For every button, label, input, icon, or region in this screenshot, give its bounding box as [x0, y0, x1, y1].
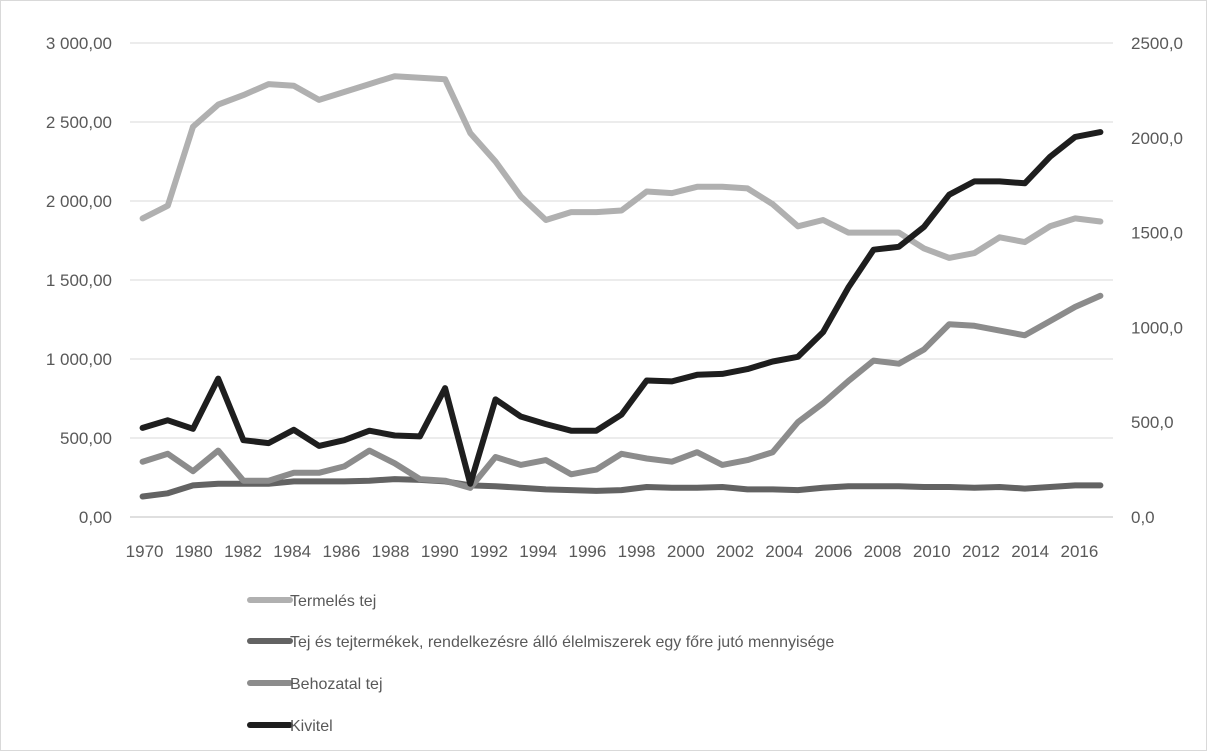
series-line-4	[139, 129, 1104, 487]
x-axis-tick-label: 1996	[568, 542, 606, 561]
x-axis-tick-label: 2008	[864, 542, 902, 561]
x-axis-tick-label: 1998	[618, 542, 656, 561]
x-axis-tick-label: 2016	[1060, 542, 1098, 561]
x-axis-tick-label: 1988	[372, 542, 410, 561]
x-axis-tick-label: 1990	[421, 542, 459, 561]
x-axis-tick-label: 2014	[1011, 542, 1049, 561]
right-axis-tick-label: 2500,0	[1131, 34, 1183, 53]
legend-label: Termelés tej	[290, 593, 376, 610]
left-axis-tick-label: 0,00	[79, 508, 112, 527]
legend-label: Tej és tejtermékek, rendelkezésre álló é…	[290, 634, 834, 651]
right-axis-tick-label: 2000,0	[1131, 129, 1183, 148]
right-axis-tick-labels: 0,0 500,0 1000,0 1500,0 2000,0 2500,0	[1131, 34, 1183, 527]
x-axis-tick-label: 1992	[470, 542, 508, 561]
x-axis-tick-labels: 1970 1980 1982 1984 1986 1988 1990 1992 1994 1996…	[126, 542, 1099, 561]
right-axis-tick-label: 1000,0	[1131, 318, 1183, 337]
left-axis-tick-label: 1 000,00	[46, 350, 112, 369]
x-axis-tick-label: 1982	[224, 542, 262, 561]
legend-label: Kivitel	[290, 718, 333, 735]
left-axis-tick-labels: 0,00 500,00 1 000,00 1 500,00 2 000,00 2 500,…	[46, 34, 112, 527]
x-axis-tick-label: 1984	[273, 542, 311, 561]
x-axis-tick-label: 1986	[322, 542, 360, 561]
x-axis-tick-label: 1980	[175, 542, 213, 561]
left-axis-tick-label: 500,00	[60, 429, 112, 448]
x-axis-tick-label: 2000	[667, 542, 705, 561]
left-axis-tick-label: 2 500,00	[46, 113, 112, 132]
left-axis-tick-label: 2 000,00	[46, 192, 112, 211]
right-axis-tick-label: 1500,0	[1131, 224, 1183, 243]
legend: Termelés tej Tej és tejtermékek, rendelke…	[247, 593, 834, 735]
x-axis-tick-label: 1970	[126, 542, 164, 561]
series-line-3	[139, 292, 1104, 491]
left-axis-tick-label: 3 000,00	[46, 34, 112, 53]
series-line-2	[139, 476, 1104, 500]
legend-label: Behozatal tej	[290, 676, 383, 693]
x-axis-tick-label: 2006	[814, 542, 852, 561]
left-axis-tick-label: 1 500,00	[46, 271, 112, 290]
series-line-1	[139, 73, 1104, 261]
x-axis-tick-label: 1994	[519, 542, 557, 561]
right-axis-tick-label: 500,0	[1131, 413, 1174, 432]
x-axis-tick-label: 2012	[962, 542, 1000, 561]
x-axis-tick-label: 2010	[913, 542, 951, 561]
gridlines	[130, 42, 1113, 518]
x-axis-tick-label: 2004	[765, 542, 803, 561]
right-axis-tick-label: 0,0	[1131, 508, 1155, 527]
series-lines	[139, 73, 1104, 500]
x-axis-tick-label: 2002	[716, 542, 754, 561]
